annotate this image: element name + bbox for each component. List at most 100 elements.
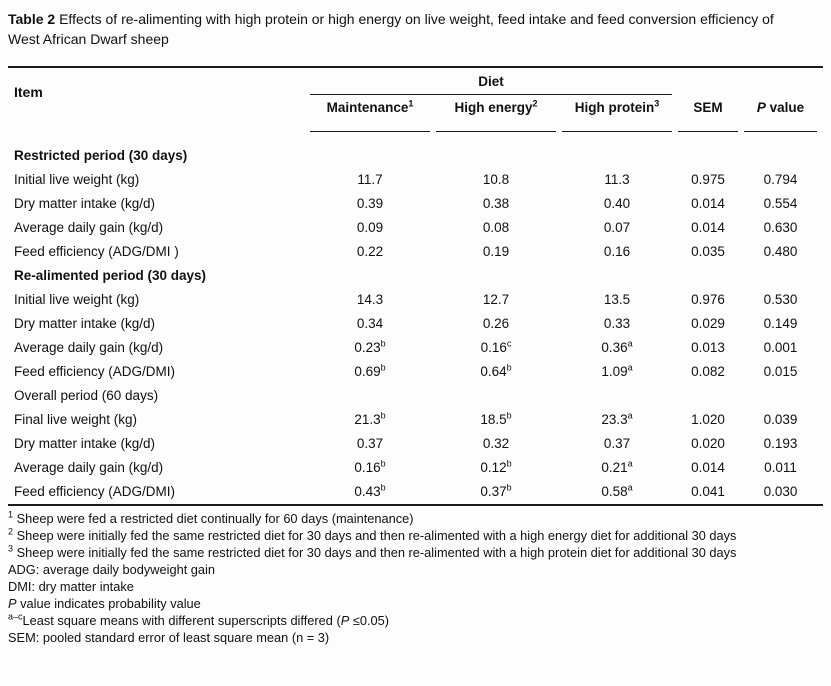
col-header-item: Item bbox=[14, 84, 43, 100]
footnote-text: ADG: average daily bodyweight gain bbox=[8, 562, 216, 577]
p-value-cell: 0.554 bbox=[763, 196, 798, 211]
col-header-maintenance: Maintenance1 bbox=[310, 95, 430, 132]
table-row: Feed efficiency (ADG/DMI) 0.43b 0.37b 0.58a… bbox=[14, 480, 817, 504]
footnote-line: a–cLeast square means with different sup… bbox=[8, 612, 823, 629]
table-row: Dry matter intake (kg/d) 0.39 0.38 0.40 0.01… bbox=[14, 192, 817, 216]
footnote-line: 1 Sheep were fed a restricted diet conti… bbox=[8, 510, 823, 527]
value-cell: 0.09 bbox=[356, 220, 384, 235]
footnote-superscript: 2 bbox=[8, 526, 14, 537]
superscript: a bbox=[627, 338, 633, 349]
value-cell: 14.3 bbox=[356, 292, 384, 307]
results-table: Item Diet SEM P value Maintenance1 High … bbox=[8, 66, 824, 506]
section-row: Restricted period (30 days) bbox=[14, 132, 817, 168]
footnote-superscript: 1 bbox=[8, 509, 14, 520]
value-cell: 0.32 bbox=[482, 436, 510, 451]
value-cell: 0.12b bbox=[480, 458, 512, 475]
footnotes: 1 Sheep were fed a restricted diet conti… bbox=[8, 506, 823, 646]
value-cell: 0.36a bbox=[601, 338, 633, 355]
column-label: Maintenance bbox=[326, 100, 409, 115]
superscript: a bbox=[627, 410, 633, 421]
superscript: b bbox=[506, 362, 512, 373]
table-row: Initial live weight (kg) 14.3 12.7 13.5 0.97… bbox=[14, 288, 817, 312]
superscript: a bbox=[627, 458, 633, 469]
value-cell: 0.07 bbox=[603, 220, 631, 235]
value-cell: 0.19 bbox=[482, 244, 510, 259]
sem-cell: 0.041 bbox=[691, 484, 725, 499]
superscript: b bbox=[380, 482, 386, 493]
value-cell: 0.38 bbox=[482, 196, 510, 211]
row-item-label: Final live weight (kg) bbox=[14, 412, 138, 427]
superscript: 1 bbox=[408, 98, 414, 109]
row-item-label: Dry matter intake (kg/d) bbox=[14, 196, 156, 211]
p-value-italic: P bbox=[756, 100, 766, 115]
value-cell: 23.3a bbox=[601, 410, 633, 427]
value-cell: 0.64b bbox=[480, 362, 512, 379]
row-item-label: Average daily gain (kg/d) bbox=[14, 220, 164, 235]
footnote-text: Least square means with different supers… bbox=[22, 613, 341, 628]
superscript: 2 bbox=[532, 98, 538, 109]
value-cell: 0.33 bbox=[603, 316, 631, 331]
footnote-line: SEM: pooled standard error of least squa… bbox=[8, 629, 823, 646]
value-cell: 0.69b bbox=[354, 362, 386, 379]
value-cell: 0.22 bbox=[356, 244, 384, 259]
footnote-text: SEM: pooled standard error of least squa… bbox=[8, 630, 330, 645]
table-row: Average daily gain (kg/d) 0.09 0.08 0.07 0.0… bbox=[14, 216, 817, 240]
table-header-row-group: Item Diet SEM P value bbox=[14, 68, 818, 132]
col-header-sem: SEM bbox=[678, 68, 739, 132]
footnote-text: Sheep were initially fed the same restri… bbox=[13, 528, 737, 543]
p-value-cell: 0.794 bbox=[763, 172, 798, 187]
superscript: b bbox=[380, 458, 386, 469]
col-header-high-protein: High protein3 bbox=[562, 95, 673, 132]
superscript: b bbox=[380, 338, 386, 349]
value-cell: 1.09a bbox=[601, 362, 633, 379]
footnote-text: DMI: dry matter intake bbox=[8, 579, 134, 594]
row-item-label: Dry matter intake (kg/d) bbox=[14, 436, 156, 451]
table-row: Dry matter intake (kg/d) 0.34 0.26 0.33 0.02… bbox=[14, 312, 817, 336]
p-value-cell: 0.011 bbox=[764, 460, 797, 475]
value-cell: 0.23b bbox=[354, 338, 386, 355]
table-row: Feed efficiency (ADG/DMI) 0.69b 0.64b 1.09a… bbox=[14, 360, 817, 384]
col-group-header-diet: Diet bbox=[310, 68, 673, 95]
sem-cell: 0.035 bbox=[691, 244, 725, 259]
row-item-label: Initial live weight (kg) bbox=[14, 172, 140, 187]
value-cell: 11.7 bbox=[357, 172, 383, 187]
p-value-cell: 0.630 bbox=[763, 220, 798, 235]
row-item-label: Feed efficiency (ADG/DMI) bbox=[14, 364, 176, 379]
footnote-line: ADG: average daily bodyweight gain bbox=[8, 561, 823, 578]
table-caption-number: Table 2 bbox=[8, 11, 56, 27]
sem-cell: 0.975 bbox=[691, 172, 725, 187]
superscript: b bbox=[506, 482, 512, 493]
row-item-label: Feed efficiency (ADG/DMI ) bbox=[14, 244, 179, 259]
superscript: 3 bbox=[654, 98, 660, 109]
p-value-cell: 0.030 bbox=[763, 484, 798, 499]
footnote-line: P value indicates probability value bbox=[8, 595, 823, 612]
table-caption-text: Effects of re-alimenting with high prote… bbox=[8, 11, 774, 47]
sem-cell: 0.014 bbox=[691, 220, 725, 235]
table-row: Average daily gain (kg/d) 0.23b 0.16c 0.36a… bbox=[14, 336, 817, 360]
p-value-cell: 0.530 bbox=[763, 292, 798, 307]
section-row: Re-alimented period (30 days) bbox=[14, 264, 817, 288]
footnote-superscript: a–c bbox=[8, 611, 23, 622]
row-item-label: Average daily gain (kg/d) bbox=[14, 340, 164, 355]
superscript: b bbox=[380, 410, 386, 421]
table-row: Initial live weight (kg) 11.7 10.8 11.3 0.97… bbox=[14, 168, 817, 192]
value-cell: 10.8 bbox=[482, 172, 510, 187]
value-cell: 0.16c bbox=[480, 338, 512, 355]
table-body: Restricted period (30 days) Initial live … bbox=[14, 132, 817, 504]
p-value-cell: 0.039 bbox=[763, 412, 798, 427]
sem-cell: 1.020 bbox=[691, 412, 725, 427]
footnote-line: 2 Sheep were initially fed the same rest… bbox=[8, 527, 823, 544]
footnote-text: P bbox=[340, 613, 350, 628]
table-row: Feed efficiency (ADG/DMI ) 0.22 0.19 0.16 0.… bbox=[14, 240, 817, 264]
footnote-text: Sheep were fed a restricted diet continu… bbox=[13, 511, 414, 526]
value-cell: 0.43b bbox=[354, 482, 386, 499]
sem-cell: 0.014 bbox=[691, 196, 725, 211]
table-header-row-diets: Maintenance1 High energy2 High protein3 bbox=[14, 95, 817, 132]
footnote-text: ≤0.05) bbox=[349, 613, 390, 628]
section-row: Overall period (60 days) bbox=[14, 384, 817, 408]
value-cell: 0.58a bbox=[601, 482, 633, 499]
sem-cell: 0.082 bbox=[691, 364, 725, 379]
superscript: b bbox=[380, 362, 386, 373]
p-value-cell: 0.001 bbox=[763, 340, 798, 355]
col-header-high-energy: High energy2 bbox=[436, 95, 556, 132]
